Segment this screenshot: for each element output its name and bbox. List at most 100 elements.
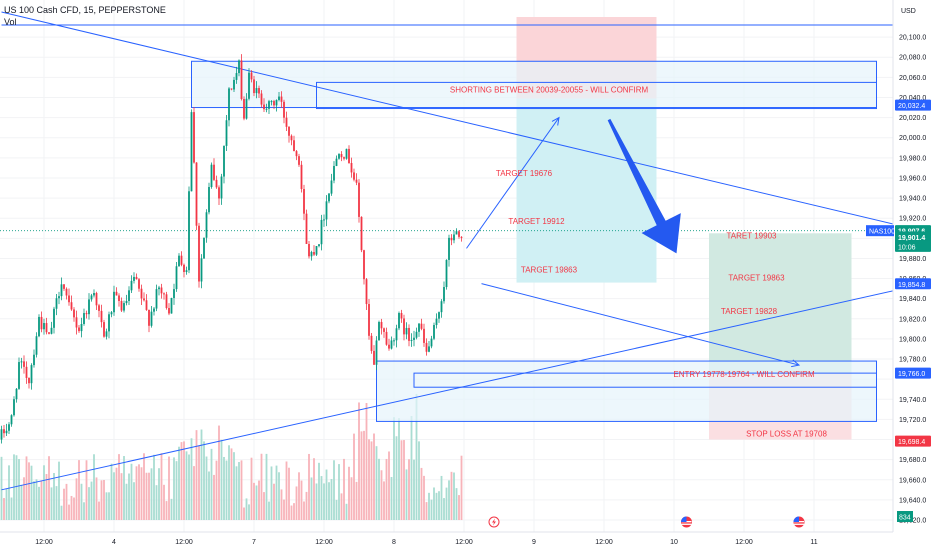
candle-body: [455, 231, 458, 235]
volume-bar: [105, 492, 108, 520]
volume-bar: [38, 486, 40, 520]
volume-bar: [170, 498, 173, 520]
volume-badge: [897, 511, 913, 522]
candle: [370, 332, 373, 354]
candle: [105, 328, 108, 340]
candle: [58, 291, 60, 305]
candle-body: [388, 344, 390, 349]
candle: [283, 99, 285, 124]
volume-bar: [328, 482, 330, 520]
lower-trendline[interactable]: [1, 290, 895, 491]
candle-body: [340, 154, 343, 158]
candle: [365, 278, 368, 311]
candle: [3, 425, 5, 438]
volume-bar: [455, 488, 458, 520]
candle-body: [298, 156, 300, 165]
time-tick-label: 9: [532, 539, 536, 546]
candle: [130, 275, 133, 293]
price-label-badge: [895, 435, 931, 447]
volume-bar: [195, 430, 198, 520]
candle: [38, 314, 40, 338]
candle-body: [280, 96, 283, 102]
candle: [138, 277, 140, 292]
volume-bar: [165, 501, 168, 520]
candle-body: [48, 332, 50, 334]
candle-body: [318, 244, 320, 247]
volume-bar: [233, 452, 235, 520]
candle: [190, 109, 193, 192]
volume-bar: [370, 441, 373, 520]
candle-body: [360, 216, 363, 251]
candle: [233, 76, 235, 93]
demand-inner[interactable]: [413, 372, 877, 388]
candle: [300, 160, 303, 193]
price-tick-label: 19,820.0: [899, 316, 926, 323]
flag-stripe: [794, 523, 804, 525]
up-projection-arrow[interactable]: [466, 117, 560, 249]
candle: [225, 115, 228, 151]
candle: [303, 184, 305, 221]
candle-body: [300, 164, 303, 190]
candle: [458, 230, 460, 239]
down-projection-arrow[interactable]: [481, 283, 800, 366]
time-tick-label: 12:00: [175, 539, 193, 546]
volume-bar: [280, 489, 283, 520]
candle: [200, 254, 203, 289]
price-label-text: 19,766.0: [898, 371, 925, 378]
candle: [278, 92, 280, 102]
supply-zone[interactable]: [191, 60, 877, 109]
candle: [438, 311, 440, 323]
candle-body: [165, 294, 168, 309]
candle: [230, 88, 233, 91]
long-target-zone[interactable]: [709, 233, 852, 374]
volume-bar: [413, 459, 415, 520]
candle-body: [363, 250, 365, 280]
candle: [140, 284, 143, 306]
volume-bar: [213, 474, 215, 520]
volume-bar: [63, 488, 65, 520]
supply-inner[interactable]: [316, 81, 877, 110]
candle: [68, 288, 70, 306]
volume-bar: [368, 439, 370, 520]
candle: [258, 85, 260, 98]
volume-bar: [133, 482, 135, 520]
volume-bar: [293, 503, 295, 520]
candle-body: [115, 291, 118, 296]
short-target-zone[interactable]: [516, 98, 657, 283]
us-flag-event-icon[interactable]: [793, 516, 805, 528]
candle-body: [450, 237, 453, 241]
volume-bar: [155, 485, 158, 520]
price-tick-label: 20,080.0: [899, 55, 926, 62]
lightning-event-icon[interactable]: [488, 516, 500, 528]
price-tick-label: 19,960.0: [899, 175, 926, 182]
volume-bar: [433, 487, 435, 520]
volume-bar: [85, 460, 88, 520]
candle-body: [345, 148, 348, 159]
volume-bar: [330, 479, 333, 520]
demand-zone[interactable]: [376, 360, 877, 422]
volume-bar: [245, 498, 248, 520]
upper-trendline[interactable]: [1, 11, 895, 225]
candle: [145, 294, 148, 311]
candle: [355, 173, 358, 186]
candle-body: [173, 289, 175, 299]
candle-body: [98, 305, 100, 311]
candle-body: [18, 362, 20, 389]
big-down-arrow[interactable]: [607, 118, 681, 254]
candle-body: [130, 280, 133, 291]
candle-body: [263, 104, 265, 110]
volume-bar: [208, 471, 210, 520]
candle-body: [343, 157, 345, 159]
us-flag-event-icon[interactable]: [681, 516, 692, 528]
candle-body: [405, 327, 408, 335]
volume-bar: [95, 477, 98, 520]
volume-bar: [173, 457, 175, 520]
candle: [305, 209, 308, 245]
volume-bar: [238, 462, 240, 520]
candle: [80, 317, 83, 338]
candle-body: [260, 93, 263, 105]
volume-bar: [218, 425, 220, 520]
candle: [398, 311, 400, 331]
volume-bar: [325, 469, 328, 520]
